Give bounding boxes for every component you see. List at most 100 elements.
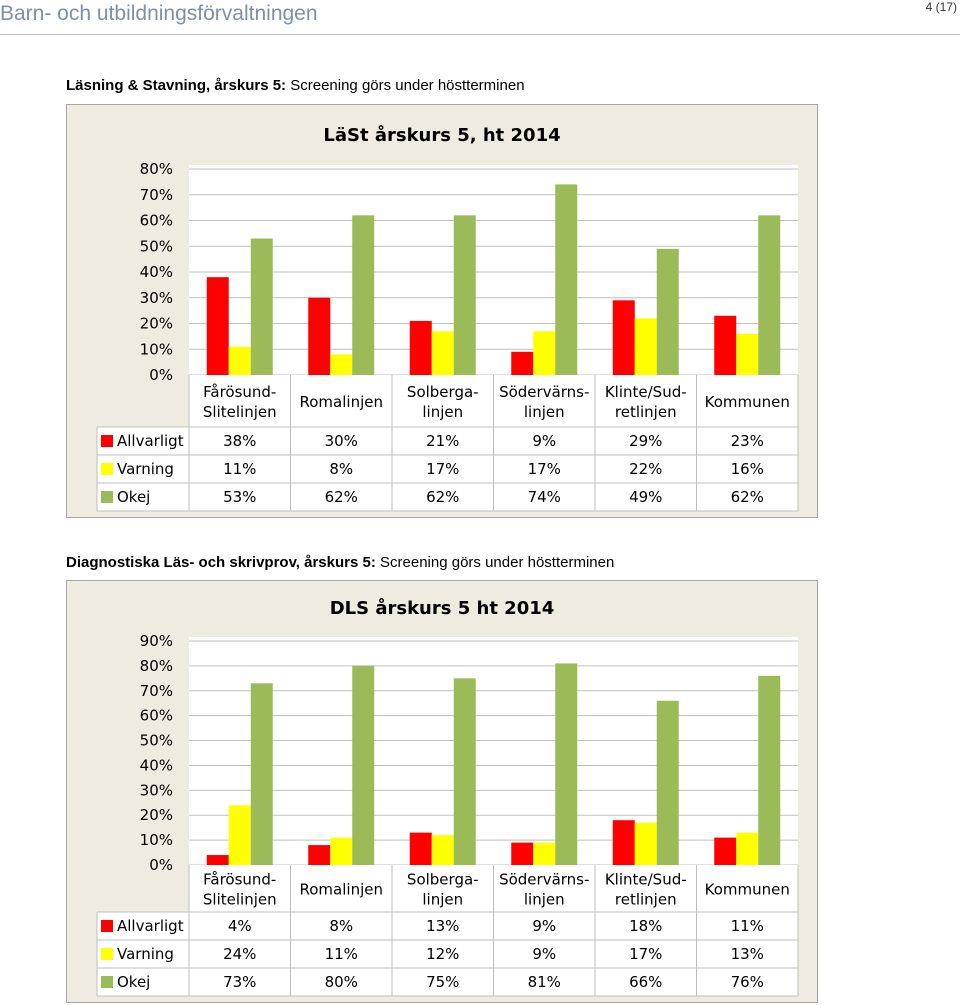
bar-varning (634, 822, 657, 865)
category-label: Södervärns- (499, 871, 589, 889)
category-label: Klinte/Sud- (605, 871, 687, 889)
data-label: 81% (528, 973, 561, 991)
y-tick-label: 20% (140, 315, 173, 333)
data-label: 53% (223, 488, 256, 506)
data-label: 13% (731, 945, 764, 963)
y-tick-label: 70% (140, 682, 173, 700)
y-tick-label: 20% (140, 806, 173, 824)
data-label: 76% (731, 973, 764, 991)
chart-svg: LäSt årskurs 5, ht 2014 0% 10% 20% 30% 40% 50%… (96, 124, 799, 512)
data-label: 73% (223, 973, 256, 991)
bar-allvarligt (206, 277, 229, 375)
document-header: Barn- och utbildningsförvaltningen 4 (17… (0, 0, 960, 35)
bar-okej (555, 663, 578, 865)
y-tick-label: 50% (140, 732, 173, 750)
section-heading-dls: Diagnostiska Läs- och skrivprov, årskurs… (66, 554, 614, 571)
bar-varning (634, 318, 657, 375)
data-label: 11% (731, 917, 764, 935)
data-label: 12% (426, 945, 459, 963)
y-tick-label: 30% (140, 781, 173, 799)
bar-okej (352, 215, 375, 375)
section-heading-bold: Diagnostiska Läs- och skrivprov, årskurs… (66, 554, 376, 571)
category-label: retlinjen (615, 891, 677, 909)
plot-area (189, 637, 798, 865)
y-tick-label: 80% (140, 657, 173, 675)
bar-varning (330, 837, 353, 865)
chart-dls: DLS årskurs 5 ht 2014 0% 10% 20% 30% 40% 50% 60… (66, 580, 818, 1003)
bar-okej (453, 215, 476, 375)
section-heading-bold: Läsning & Stavning, årskurs 5: (66, 77, 287, 94)
data-label: 16% (731, 460, 764, 478)
legend-label: Okej (117, 973, 150, 991)
legend-label: Varning (117, 460, 174, 478)
data-label: 30% (325, 432, 358, 450)
bar-allvarligt (511, 842, 534, 865)
chart-title: DLS årskurs 5 ht 2014 (330, 597, 555, 619)
category-label: Fårösund- (203, 871, 276, 889)
bar-okej (250, 683, 273, 865)
data-label: 9% (532, 945, 556, 963)
bar-allvarligt (206, 855, 229, 865)
data-label: 8% (329, 917, 353, 935)
bar-varning (736, 832, 759, 865)
bar-varning (533, 331, 556, 375)
data-label: 80% (325, 973, 358, 991)
bar-varning (736, 333, 759, 375)
legend-key-varning (101, 463, 113, 475)
bar-allvarligt (612, 300, 635, 375)
legend-label: Varning (117, 945, 174, 963)
data-label: 17% (426, 460, 459, 478)
bar-okej (656, 248, 679, 375)
legend-key-okej (101, 976, 113, 988)
y-tick-label: 0% (149, 366, 173, 384)
data-label: 74% (528, 488, 561, 506)
bar-allvarligt (612, 820, 635, 865)
data-label: 66% (629, 973, 662, 991)
category-label: linjen (422, 403, 463, 421)
bar-okej (453, 678, 476, 865)
data-label: 17% (528, 460, 561, 478)
category-label: Kommunen (705, 881, 790, 899)
data-label: 75% (426, 973, 459, 991)
category-label: Solberga- (407, 383, 479, 401)
legend-key-varning (101, 948, 113, 960)
data-label: 21% (426, 432, 459, 450)
bar-allvarligt (714, 315, 737, 375)
y-tick-label: 60% (140, 707, 173, 725)
category-label: linjen (524, 403, 565, 421)
category-label: Södervärns- (499, 383, 589, 401)
data-table-bg (97, 427, 798, 511)
data-label: 8% (329, 460, 353, 478)
y-tick-label: 40% (140, 263, 173, 281)
bar-okej (250, 238, 273, 375)
section-heading-text: Screening görs under höstterminen (375, 554, 615, 571)
data-label: 11% (325, 945, 358, 963)
data-label: 17% (629, 945, 662, 963)
category-label: linjen (524, 891, 565, 909)
data-label: 62% (731, 488, 764, 506)
category-label: Fårösund- (203, 383, 276, 401)
category-label: Klinte/Sud- (605, 383, 687, 401)
bar-allvarligt (714, 837, 737, 865)
y-tick-label: 70% (140, 186, 173, 204)
category-label: Solberga- (407, 871, 479, 889)
data-label: 24% (223, 945, 256, 963)
category-label: Slitelinjen (203, 403, 277, 421)
data-label: 62% (426, 488, 459, 506)
legend-key-allvarligt (101, 435, 113, 447)
section-heading-last: Läsning & Stavning, årskurs 5: Screening… (66, 77, 525, 94)
bar-varning (330, 354, 353, 375)
bar-allvarligt (511, 351, 534, 375)
y-tick-label: 50% (140, 237, 173, 255)
bar-allvarligt (308, 845, 331, 865)
legend-key-okej (101, 491, 113, 503)
data-label: 9% (532, 432, 556, 450)
legend-label: Allvarligt (117, 917, 184, 935)
bar-okej (758, 675, 781, 865)
data-label: 13% (426, 917, 459, 935)
document-title: Barn- och utbildningsförvaltningen (0, 2, 318, 25)
category-label: Kommunen (705, 393, 790, 411)
section-heading-text: Screening görs under höstterminen (286, 77, 525, 94)
chart-last: LäSt årskurs 5, ht 2014 0% 10% 20% 30% 40% 50%… (66, 104, 818, 518)
legend-key-allvarligt (101, 920, 113, 932)
